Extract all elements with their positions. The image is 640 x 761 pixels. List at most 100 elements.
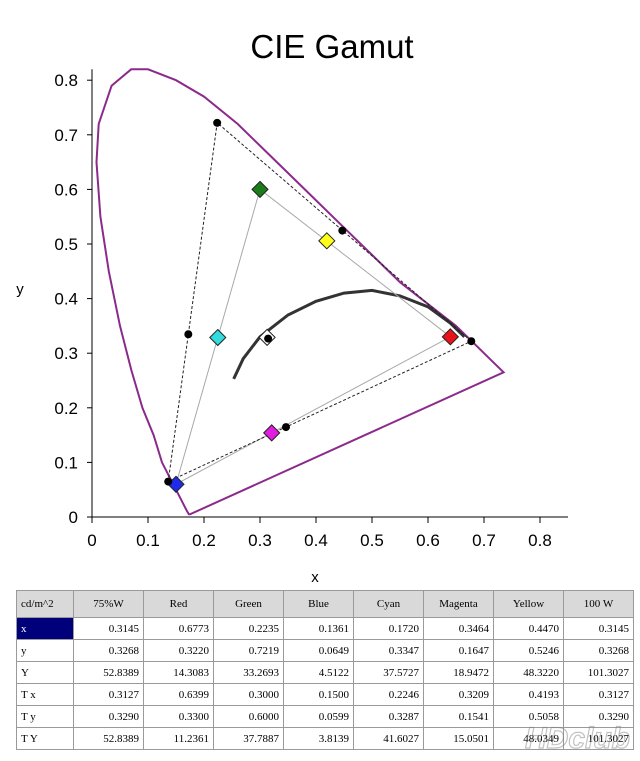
y-tick-label: 0.1 bbox=[54, 453, 78, 472]
table-cell: 0.3145 bbox=[563, 617, 634, 640]
table-row-header[interactable]: y bbox=[16, 639, 74, 662]
table-cell: 0.3268 bbox=[563, 639, 634, 662]
table-row-header[interactable]: T x bbox=[16, 683, 74, 706]
table-cell: 0.0649 bbox=[283, 639, 354, 662]
table-column-header: Red bbox=[143, 590, 214, 618]
table-cell: 0.0599 bbox=[283, 705, 354, 728]
table-cell: 0.1541 bbox=[423, 705, 494, 728]
table-cell: 41.6027 bbox=[353, 727, 424, 750]
table-cell: 0.1647 bbox=[423, 639, 494, 662]
measured-point-dot bbox=[213, 118, 222, 127]
table-cell: 0.5246 bbox=[493, 639, 564, 662]
target-point-diamond bbox=[262, 424, 281, 442]
table-cell: 0.6000 bbox=[213, 705, 284, 728]
table-cell: 0.6399 bbox=[143, 683, 214, 706]
watermark-text: HDclub bbox=[525, 722, 630, 755]
target-point-diamond bbox=[251, 180, 269, 199]
table-column-header: Cyan bbox=[353, 590, 424, 618]
x-tick-label: 0.4 bbox=[304, 531, 328, 550]
table-cell: 0.1720 bbox=[353, 617, 424, 640]
table-cell: 0.2235 bbox=[213, 617, 284, 640]
table-cell: 0.7219 bbox=[213, 639, 284, 662]
table-cell: 0.2246 bbox=[353, 683, 424, 706]
table-row: T x 0.3127 0.6399 0.3000 0.1500 0.2246 0.3209 0… bbox=[16, 683, 634, 706]
x-tick-label: 0.5 bbox=[360, 531, 384, 550]
table-header-row: cd/m^2 75%W Red Green Blue Cyan Magenta Yellow… bbox=[16, 590, 634, 618]
table-cell: 52.8389 bbox=[73, 727, 144, 750]
target-point-diamond bbox=[209, 328, 227, 347]
table-cell: 0.3347 bbox=[353, 639, 424, 662]
table-row: Y 52.8389 14.3083 33.2693 4.5122 37.5727 18.94… bbox=[16, 661, 634, 684]
table-cell: 14.3083 bbox=[143, 661, 214, 684]
table-cell: 0.3268 bbox=[73, 639, 144, 662]
table-cell: 0.1361 bbox=[283, 617, 354, 640]
spectral-locus-line bbox=[95, 68, 506, 516]
table-corner-unit: cd/m^2 bbox=[16, 590, 74, 618]
table-cell: 33.2693 bbox=[213, 661, 284, 684]
measured-point-dot bbox=[184, 330, 193, 339]
hdclub-watermark: HDclub bbox=[524, 721, 630, 755]
x-tick-label: 0 bbox=[87, 531, 96, 550]
x-tick-label: 0.8 bbox=[528, 531, 552, 550]
y-tick-label: 0 bbox=[69, 508, 78, 527]
table-cell: 0.3220 bbox=[143, 639, 214, 662]
plot-area: 0 0.1 0.2 0.3 0.4 0.5 0.6 0.7 0.8 0 0.1 0.2 0.3 0.4 0.… bbox=[54, 68, 568, 550]
table-row: x 0.3145 0.6773 0.2235 0.1361 0.1720 0.3464 0.4… bbox=[16, 617, 634, 640]
table-cell: 101.3027 bbox=[563, 661, 634, 684]
table-row-header[interactable]: Y bbox=[16, 661, 74, 684]
table-cell: 0.3287 bbox=[353, 705, 424, 728]
table-column-header: 75%W bbox=[73, 590, 144, 618]
measured-point-dot bbox=[467, 337, 476, 346]
table-cell: 0.4470 bbox=[493, 617, 564, 640]
target-point-diamond bbox=[318, 232, 336, 250]
table-cell: 0.1500 bbox=[283, 683, 354, 706]
table-column-header: 100 W bbox=[563, 590, 634, 618]
y-tick-label: 0.8 bbox=[54, 71, 78, 90]
table-cell: 0.3209 bbox=[423, 683, 494, 706]
planckian-locus-line bbox=[232, 288, 466, 380]
table-cell: 0.3000 bbox=[213, 683, 284, 706]
table-cell: 0.4193 bbox=[493, 683, 564, 706]
cie-gamut-chart: CIE Gamut y x 0 0.1 0.2 0.3 0.4 0.5 0.6 0.7 0.80… bbox=[16, 28, 568, 586]
table-row-header[interactable]: T Y bbox=[16, 727, 74, 750]
measured-point-dot bbox=[338, 226, 347, 235]
table-row: T Y 52.8389 11.2361 37.7887 3.8139 41.6027 15.… bbox=[16, 727, 634, 750]
measured-point-dot bbox=[281, 423, 290, 432]
table-column-header: Green bbox=[213, 590, 284, 618]
y-tick-label: 0.7 bbox=[54, 126, 78, 145]
target-point-diamond bbox=[441, 328, 460, 346]
x-tick-label: 0.2 bbox=[192, 531, 216, 550]
table-cell: 0.3145 bbox=[73, 617, 144, 640]
table-cell: 11.2361 bbox=[143, 727, 214, 750]
x-axis-label: x bbox=[311, 569, 319, 586]
table-cell: 37.5727 bbox=[353, 661, 424, 684]
table-cell: 15.0501 bbox=[423, 727, 494, 750]
table-column-header: Magenta bbox=[423, 590, 494, 618]
table-column-header: Yellow bbox=[493, 590, 564, 618]
table-cell: 18.9472 bbox=[423, 661, 494, 684]
table-cell: 0.3464 bbox=[423, 617, 494, 640]
y-tick-label: 0.6 bbox=[54, 180, 78, 199]
measurement-table: cd/m^2 75%W Red Green Blue Cyan Magenta Yellow… bbox=[16, 590, 634, 750]
measured-point-dot bbox=[164, 477, 173, 486]
x-tick-label: 0.1 bbox=[136, 531, 160, 550]
table-cell: 0.6773 bbox=[143, 617, 214, 640]
table-row-header[interactable]: T y bbox=[16, 705, 74, 728]
table-cell: 0.3127 bbox=[73, 683, 144, 706]
table-row-header[interactable]: x bbox=[16, 617, 74, 640]
table-cell: 101.3027 bbox=[563, 727, 634, 750]
table-cell: 0.3300 bbox=[143, 705, 214, 728]
y-tick-label: 0.4 bbox=[54, 290, 78, 309]
table-cell: 52.8389 bbox=[73, 661, 144, 684]
table-body: x 0.3145 0.6773 0.2235 0.1361 0.1720 0.3464 0.4… bbox=[16, 617, 634, 750]
table-cell: 0.3127 bbox=[563, 683, 634, 706]
table-cell: 0.3290 bbox=[73, 705, 144, 728]
y-axis-label: y bbox=[16, 281, 24, 298]
y-tick-label: 0.5 bbox=[54, 235, 78, 254]
table-cell: 3.8139 bbox=[283, 727, 354, 750]
y-tick-label: 0.2 bbox=[54, 399, 78, 418]
chart-title: CIE Gamut bbox=[250, 28, 413, 65]
x-tick-label: 0.7 bbox=[472, 531, 496, 550]
x-tick-label: 0.6 bbox=[416, 531, 440, 550]
table-column-header: Blue bbox=[283, 590, 354, 618]
